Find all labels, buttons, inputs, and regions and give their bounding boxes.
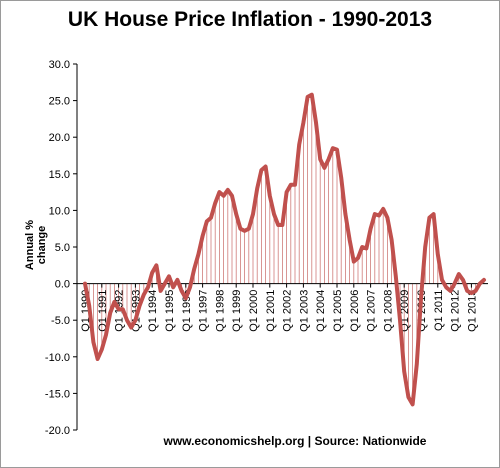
y-tick-label: 0.0 [55,279,70,291]
x-tick-label: Q1 2005 [332,290,344,332]
chart-title: UK House Price Inflation - 1990-2013 [67,8,433,31]
x-tick-label: Q1 2012 [450,290,462,332]
y-tick-label: -20.0 [45,425,70,437]
x-tick-label: Q1 1996 [181,290,193,332]
x-tick-label: Q1 2009 [399,290,411,332]
chart-source: www.economicshelp.org | Source: Nationwi… [163,434,427,448]
y-tick-label: 5.0 [55,242,70,254]
x-tick-label: Q1 2001 [265,290,277,332]
x-tick-label: Q1 2006 [349,290,361,332]
x-tick-label: Q1 1997 [198,290,210,332]
x-tick-label: Q1 1991 [97,290,109,332]
y-tick-label: 15.0 [49,169,70,181]
y-tick-label: 20.0 [49,132,70,144]
x-tick-label: Q1 2000 [248,290,260,332]
x-tick-label: Q1 1995 [164,290,176,332]
x-tick-label: Q1 2013 [466,290,478,332]
y-tick-label: 10.0 [49,205,70,217]
y-tick-label: 30.0 [49,59,70,71]
series-line [83,92,486,407]
y-tick-label: 25.0 [49,96,70,108]
y-tick-label: -15.0 [45,388,70,400]
x-tick-label: Q1 2011 [433,290,445,331]
y-tick-label: -5.0 [51,315,70,327]
x-tick-label: Q1 1999 [231,290,243,332]
x-tick-label: Q1 2003 [298,290,310,332]
x-tick-label: Q1 2004 [315,290,327,332]
x-tick-label: Q1 2008 [382,290,394,332]
x-tick-label: Q1 2002 [282,290,294,332]
x-tick-label: Q1 2007 [366,290,378,332]
x-tick-label: Q1 1998 [214,290,226,332]
x-tick-label: Q1 1994 [147,290,159,332]
y-tick-label: -10.0 [45,352,70,364]
